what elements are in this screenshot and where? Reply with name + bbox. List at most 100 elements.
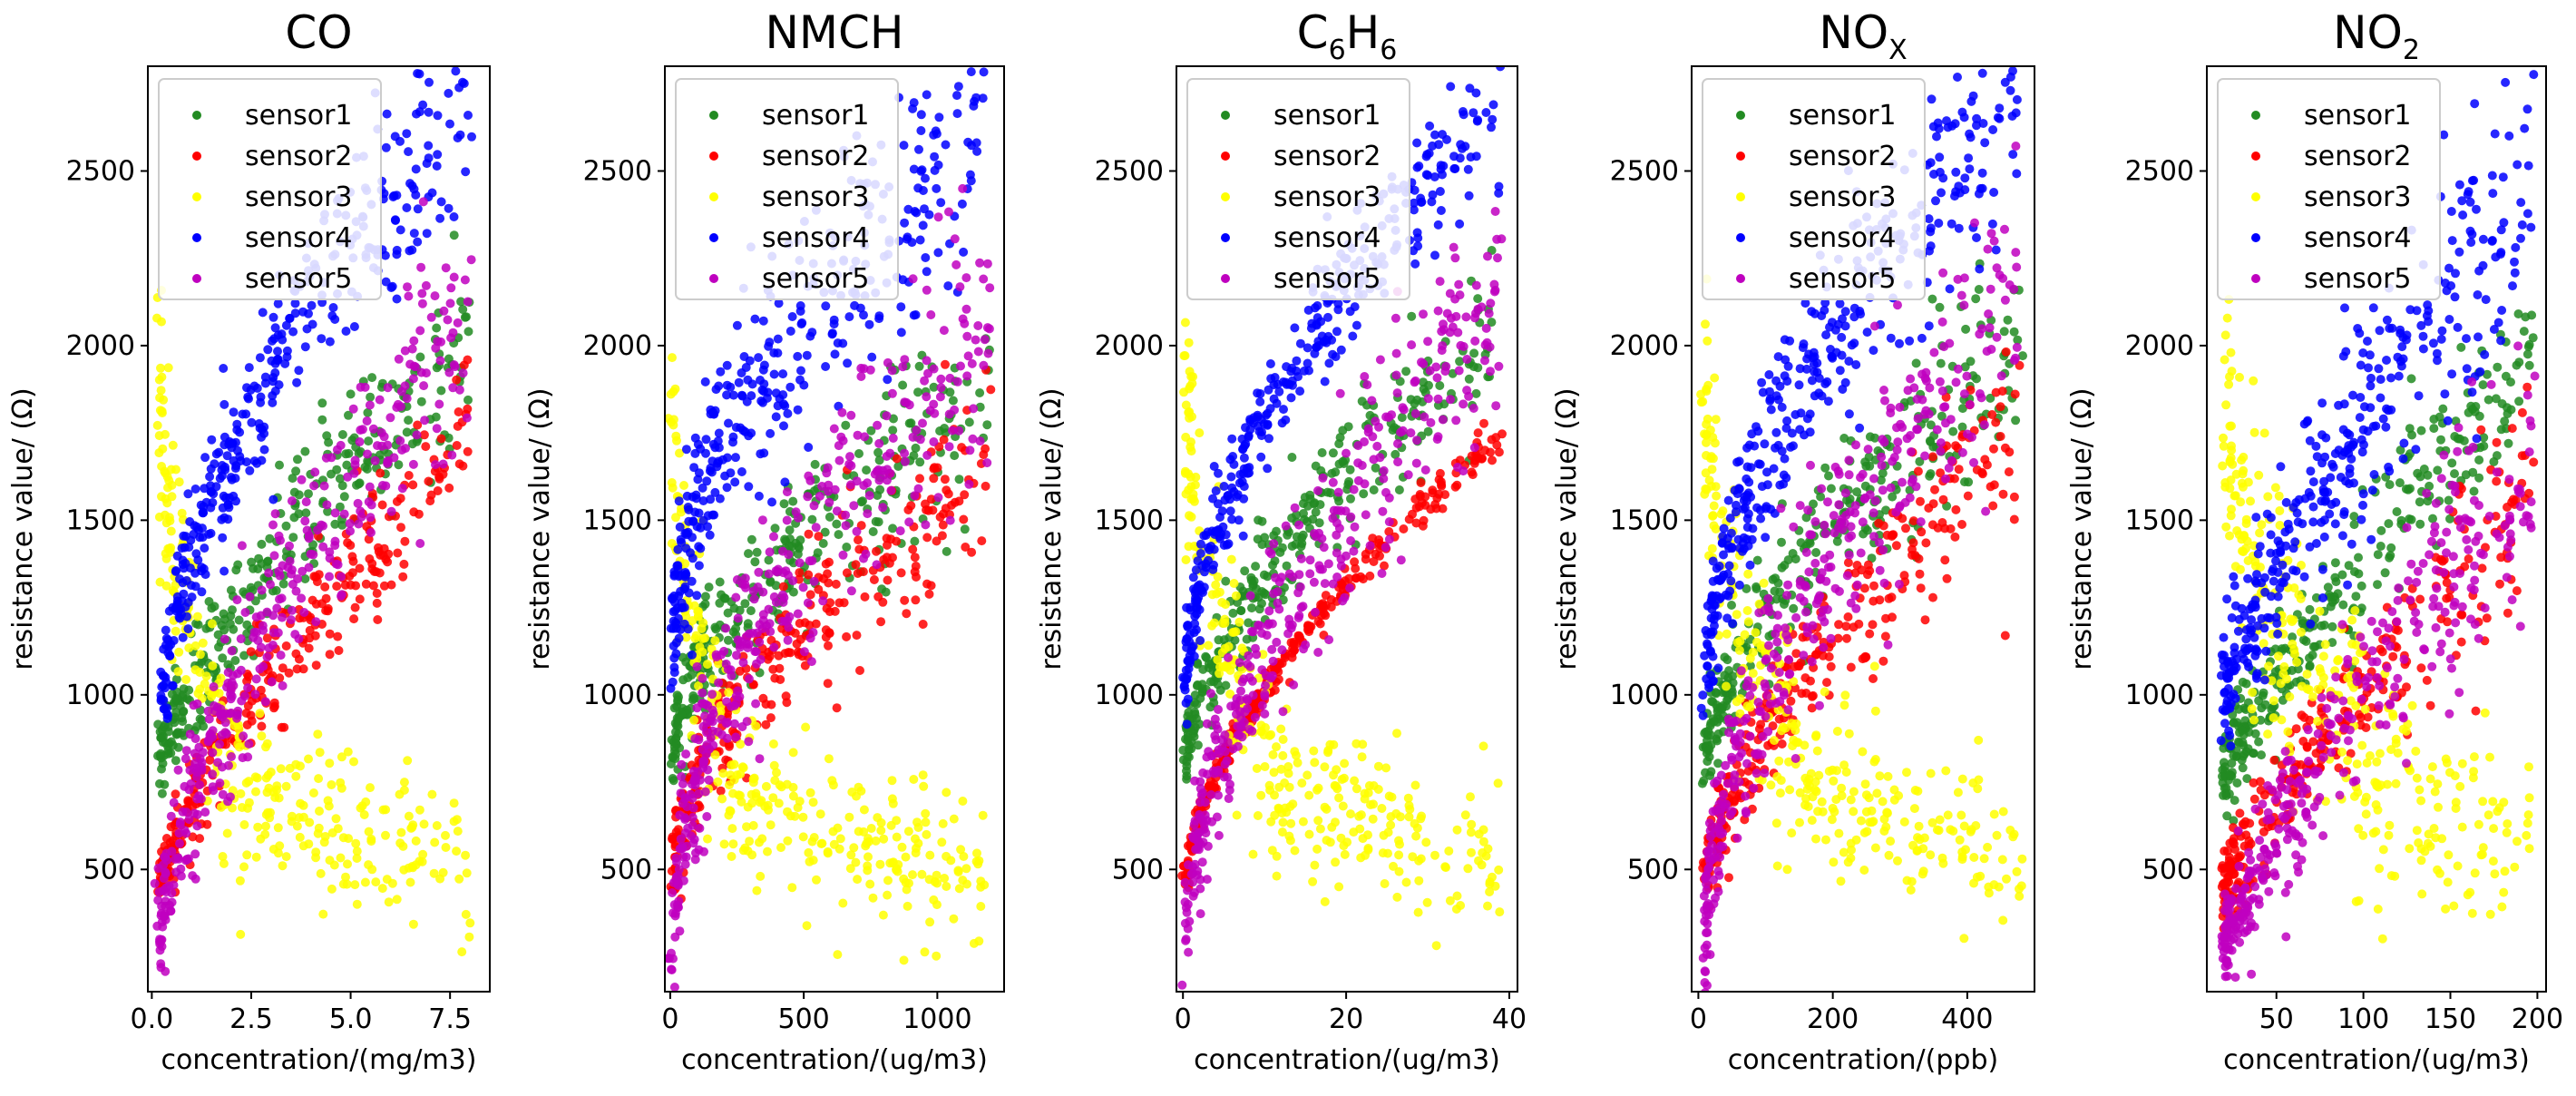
point-sensor5 <box>227 752 236 761</box>
point-sensor5 <box>1267 644 1277 654</box>
point-sensor2 <box>347 568 357 578</box>
point-sensor4 <box>178 578 188 588</box>
point-sensor4 <box>1211 486 1221 495</box>
point-sensor5 <box>726 665 736 675</box>
point-sensor5 <box>929 437 939 446</box>
point-sensor5 <box>929 364 939 374</box>
point-sensor5 <box>1188 891 1198 901</box>
point-sensor4 <box>404 147 414 157</box>
point-sensor4 <box>710 443 720 453</box>
point-sensor5 <box>785 612 795 621</box>
point-sensor1 <box>728 627 738 637</box>
point-sensor5 <box>1396 555 1406 565</box>
point-sensor4 <box>1471 88 1481 98</box>
point-sensor3 <box>1309 746 1319 756</box>
point-sensor3 <box>1394 850 1404 860</box>
point-sensor4 <box>217 461 227 470</box>
point-sensor3 <box>1308 876 1318 886</box>
point-sensor2 <box>161 834 171 843</box>
point-sensor4 <box>957 199 967 209</box>
point-sensor5 <box>799 647 809 657</box>
point-sensor2 <box>304 643 314 653</box>
legend-label-sensor3: sensor3 <box>762 181 870 213</box>
point-sensor5 <box>297 475 307 484</box>
point-sensor5 <box>409 361 419 371</box>
point-sensor2 <box>284 668 294 678</box>
point-sensor4 <box>424 77 434 87</box>
point-sensor3 <box>972 848 981 858</box>
point-sensor1 <box>807 514 817 524</box>
point-sensor1 <box>339 492 349 502</box>
point-sensor4 <box>460 30 469 39</box>
point-sensor5 <box>350 455 360 465</box>
point-sensor1 <box>1205 677 1215 687</box>
point-sensor1 <box>1268 560 1277 570</box>
point-sensor5 <box>1381 543 1390 553</box>
point-sensor5 <box>397 484 407 494</box>
point-sensor5 <box>706 716 715 726</box>
point-sensor5 <box>204 714 214 724</box>
point-sensor5 <box>416 262 426 272</box>
point-sensor4 <box>730 477 740 487</box>
point-sensor5 <box>1283 629 1293 639</box>
point-sensor3 <box>1467 819 1477 829</box>
point-sensor3 <box>384 897 394 907</box>
point-sensor4 <box>411 164 421 174</box>
point-sensor5 <box>1477 302 1487 312</box>
point-sensor1 <box>239 651 249 661</box>
point-sensor2 <box>404 471 414 480</box>
point-sensor1 <box>247 557 257 567</box>
point-sensor4 <box>1256 431 1266 441</box>
point-sensor3 <box>815 809 825 819</box>
point-sensor5 <box>225 709 235 719</box>
point-sensor3 <box>228 803 237 813</box>
point-sensor2 <box>811 619 821 629</box>
point-sensor4 <box>1239 482 1249 492</box>
point-sensor4 <box>1197 561 1207 571</box>
point-sensor3 <box>1213 655 1223 665</box>
point-sensor3 <box>768 793 778 803</box>
point-sensor3 <box>887 776 897 786</box>
point-sensor4 <box>738 426 748 435</box>
point-sensor5 <box>945 373 955 383</box>
point-sensor5 <box>339 509 349 519</box>
point-sensor4 <box>796 319 806 329</box>
point-sensor1 <box>1190 690 1200 700</box>
point-sensor3 <box>899 955 909 965</box>
point-sensor5 <box>264 643 274 653</box>
point-sensor3 <box>1339 841 1349 851</box>
point-sensor3 <box>173 667 183 677</box>
point-sensor3 <box>1380 879 1390 888</box>
point-sensor5 <box>1440 367 1450 377</box>
point-sensor1 <box>674 692 683 702</box>
point-sensor5 <box>366 513 376 523</box>
point-sensor2 <box>1399 524 1409 533</box>
point-sensor3 <box>161 581 171 591</box>
point-sensor5 <box>304 531 314 541</box>
point-sensor1 <box>449 230 459 240</box>
point-sensor5 <box>888 434 898 443</box>
point-sensor5 <box>293 574 303 583</box>
point-sensor4 <box>1222 540 1232 550</box>
point-sensor1 <box>771 581 781 591</box>
point-sensor5 <box>933 212 943 222</box>
point-sensor2 <box>854 535 863 545</box>
point-sensor4 <box>921 173 930 183</box>
point-sensor5 <box>161 915 171 925</box>
point-sensor1 <box>1388 426 1398 435</box>
point-sensor4 <box>186 535 196 545</box>
point-sensor5 <box>195 780 204 789</box>
point-sensor1 <box>881 587 891 597</box>
point-sensor3 <box>1478 848 1488 857</box>
point-sensor5 <box>887 366 897 376</box>
point-sensor5 <box>190 758 200 768</box>
point-sensor5 <box>736 640 746 650</box>
point-sensor5 <box>962 331 972 341</box>
point-sensor5 <box>951 259 961 269</box>
point-sensor1 <box>1365 410 1375 420</box>
point-sensor3 <box>694 607 704 617</box>
point-sensor3 <box>364 827 374 837</box>
point-sensor3 <box>667 539 677 548</box>
point-sensor2 <box>805 590 815 600</box>
point-sensor1 <box>363 407 373 417</box>
